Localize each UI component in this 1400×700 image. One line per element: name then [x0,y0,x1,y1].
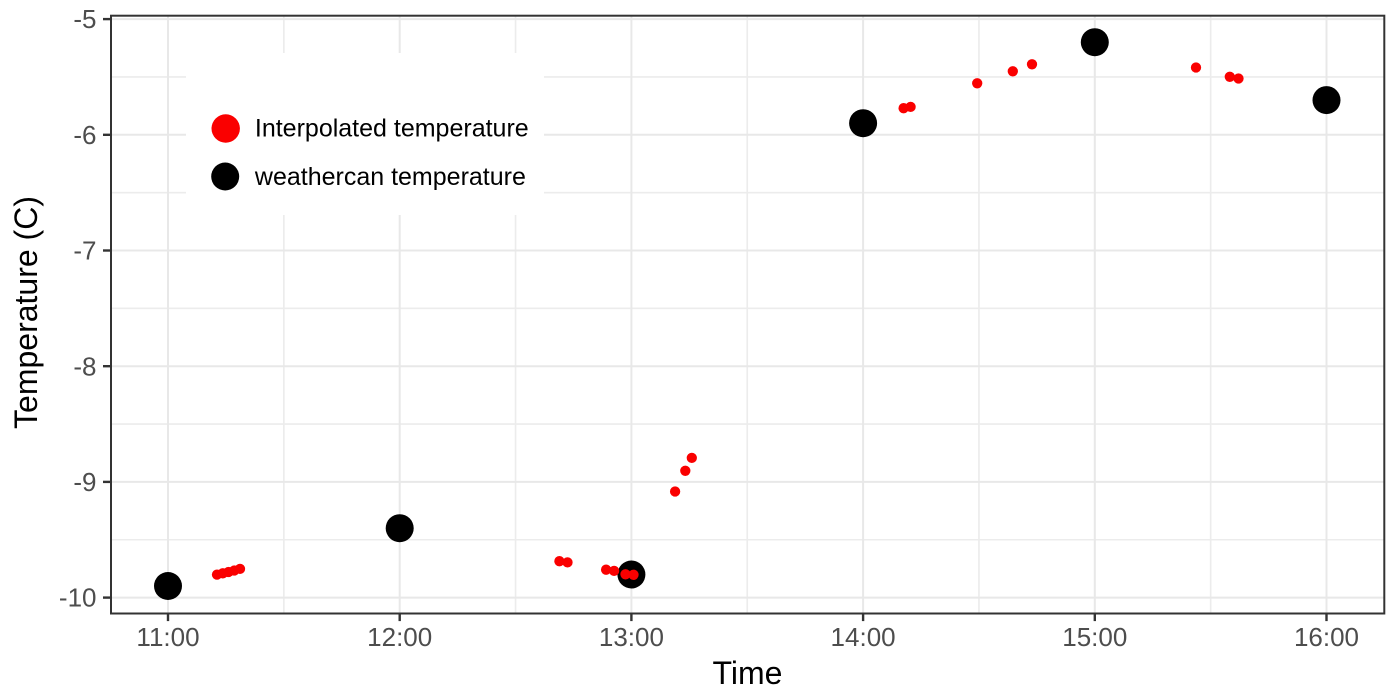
svg-text:-8: -8 [73,351,96,381]
svg-text:15:00: 15:00 [1062,622,1127,652]
svg-text:Temperature (C): Temperature (C) [8,196,44,429]
svg-text:16:00: 16:00 [1294,622,1359,652]
svg-text:Time: Time [713,655,783,691]
svg-text:weathercan temperature: weathercan temperature [254,163,526,191]
svg-text:-6: -6 [73,120,96,150]
svg-text:-9: -9 [73,467,96,497]
svg-text:11:00: 11:00 [136,622,199,652]
svg-text:12:00: 12:00 [367,622,432,652]
svg-text:-10: -10 [59,583,97,613]
svg-text:-7: -7 [73,236,96,266]
svg-text:13:00: 13:00 [599,622,664,652]
svg-text:14:00: 14:00 [831,622,896,652]
svg-text:-5: -5 [73,4,96,34]
svg-text:Interpolated temperature: Interpolated temperature [255,115,529,143]
